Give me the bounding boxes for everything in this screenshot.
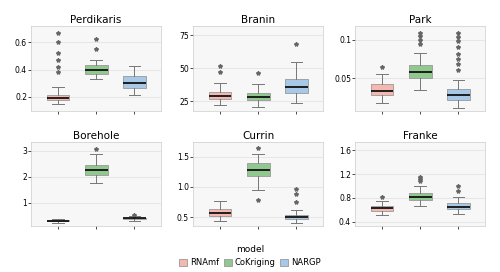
PathPatch shape [84, 66, 108, 74]
Title: Perdikaris: Perdikaris [70, 15, 122, 25]
Title: Franke: Franke [403, 131, 438, 141]
PathPatch shape [208, 209, 232, 216]
PathPatch shape [447, 89, 469, 100]
PathPatch shape [123, 218, 146, 220]
PathPatch shape [208, 92, 232, 99]
PathPatch shape [285, 215, 308, 219]
PathPatch shape [46, 220, 70, 221]
PathPatch shape [447, 203, 469, 209]
PathPatch shape [84, 165, 108, 175]
PathPatch shape [370, 84, 394, 95]
PathPatch shape [246, 93, 270, 100]
PathPatch shape [408, 65, 432, 78]
PathPatch shape [46, 95, 70, 100]
PathPatch shape [370, 206, 394, 211]
PathPatch shape [246, 163, 270, 176]
PathPatch shape [408, 193, 432, 200]
Title: Currin: Currin [242, 131, 274, 141]
Legend: RNAmf, CoKriging, NARGP: RNAmf, CoKriging, NARGP [176, 242, 324, 271]
Title: Park: Park [409, 15, 432, 25]
Title: Branin: Branin [241, 15, 275, 25]
PathPatch shape [123, 76, 146, 88]
PathPatch shape [285, 79, 308, 93]
Title: Borehole: Borehole [73, 131, 120, 141]
